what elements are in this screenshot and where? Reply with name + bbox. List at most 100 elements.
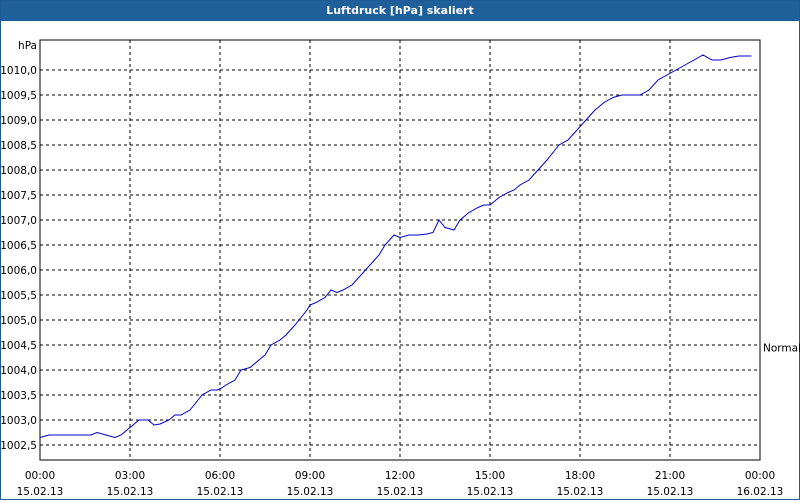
data-point (216, 389, 218, 391)
x-tick-time: 12:00 (385, 470, 415, 482)
data-point (159, 423, 161, 425)
data-point (324, 297, 326, 298)
x-tick-date: 15.02.13 (197, 486, 244, 498)
data-point (621, 94, 623, 96)
data-point (519, 184, 521, 186)
data-point (168, 419, 170, 421)
y-tick-label: 1007,0 (0, 215, 37, 227)
data-point (693, 59, 695, 61)
x-tick-time: 21:00 (655, 470, 685, 482)
data-point (294, 324, 296, 326)
series-points (39, 54, 752, 438)
data-point (300, 317, 302, 318)
x-tick-date: 15.02.13 (287, 486, 334, 498)
data-point (153, 424, 155, 426)
data-point (342, 289, 344, 291)
y-tick-label: 1005,0 (0, 315, 37, 327)
y-tick-label: 1004,5 (0, 340, 37, 352)
legend-label-normal: Normal (763, 343, 800, 355)
data-point (438, 219, 440, 221)
data-point (585, 119, 587, 121)
data-point (270, 344, 272, 346)
data-point (48, 434, 50, 436)
y-tick-label: 1009,5 (0, 90, 37, 102)
data-point (459, 219, 461, 221)
x-tick-time: 00:00 (745, 470, 775, 482)
data-point (138, 419, 140, 421)
data-point (468, 212, 470, 213)
y-tick-label: 1008,0 (0, 165, 37, 177)
data-point (558, 144, 560, 146)
data-point (648, 89, 650, 91)
data-point (666, 74, 668, 76)
x-tick-time: 09:00 (295, 470, 325, 482)
y-tick-label: 1003,5 (0, 390, 37, 402)
y-tick-label: 1007,5 (0, 190, 37, 202)
data-point (537, 169, 539, 171)
data-point (225, 384, 227, 386)
y-tick-label: 1009,0 (0, 115, 37, 127)
data-point (39, 437, 41, 438)
x-tick-date: 15.02.13 (467, 486, 514, 498)
data-point (552, 152, 554, 153)
data-point (528, 179, 530, 181)
x-tick-date: 15.02.13 (377, 486, 424, 498)
y-tick-label: 1008,5 (0, 140, 37, 152)
y-axis-ticks: 1002,5 1003,0 1003,5 1004,0 1004,5 1005,0 1005… (0, 65, 37, 452)
series-line (39, 54, 751, 439)
data-point (594, 109, 596, 111)
y-tick-label: 1006,0 (0, 265, 37, 277)
data-point (507, 192, 509, 193)
data-point (489, 204, 491, 206)
data-point (546, 159, 548, 161)
data-point (279, 339, 281, 341)
data-point (90, 434, 92, 436)
data-point (630, 94, 632, 96)
data-point (657, 79, 659, 81)
x-tick-time: 18:00 (565, 470, 595, 482)
data-point (105, 434, 107, 436)
data-point (444, 227, 446, 228)
data-point (285, 334, 287, 336)
x-tick-date: 15.02.13 (647, 486, 694, 498)
data-point (315, 302, 317, 303)
data-point (417, 234, 419, 236)
data-point (66, 434, 68, 436)
data-point (639, 94, 641, 96)
data-point (249, 367, 251, 368)
data-point (120, 434, 122, 436)
data-point (426, 233, 428, 235)
data-point (378, 254, 380, 256)
x-axis-ticks: 00:00 15.02.13 03:00 15.02.13 06:00 15.02.13 0… (17, 470, 784, 498)
data-point (180, 414, 182, 416)
data-point (483, 204, 485, 206)
data-point (114, 437, 116, 438)
data-point (675, 69, 677, 71)
data-point (750, 55, 752, 57)
window-title: Luftdruck [hPa] skaliert (1, 1, 799, 21)
plot-area (39, 39, 761, 461)
data-point (309, 304, 311, 306)
x-tick-time: 00:00 (25, 470, 55, 482)
x-tick-time: 06:00 (205, 470, 235, 482)
x-tick-date: 15.02.13 (107, 486, 154, 498)
y-tick-label: 1006,5 (0, 240, 37, 252)
data-point (81, 434, 83, 436)
data-point (195, 402, 197, 403)
data-point (384, 244, 386, 246)
data-point (306, 309, 308, 311)
x-tick-date: 15.02.13 (557, 486, 604, 498)
data-point (453, 229, 455, 231)
y-tick-label: 1003,0 (0, 415, 37, 427)
data-point (702, 54, 704, 56)
data-point (147, 419, 149, 421)
data-point (711, 59, 713, 61)
y-tick-label: 1004,0 (0, 365, 37, 377)
data-point (603, 102, 605, 103)
data-point (240, 369, 242, 371)
data-point (210, 389, 212, 391)
data-point (408, 234, 410, 236)
data-point (189, 409, 191, 411)
data-point (738, 55, 740, 57)
